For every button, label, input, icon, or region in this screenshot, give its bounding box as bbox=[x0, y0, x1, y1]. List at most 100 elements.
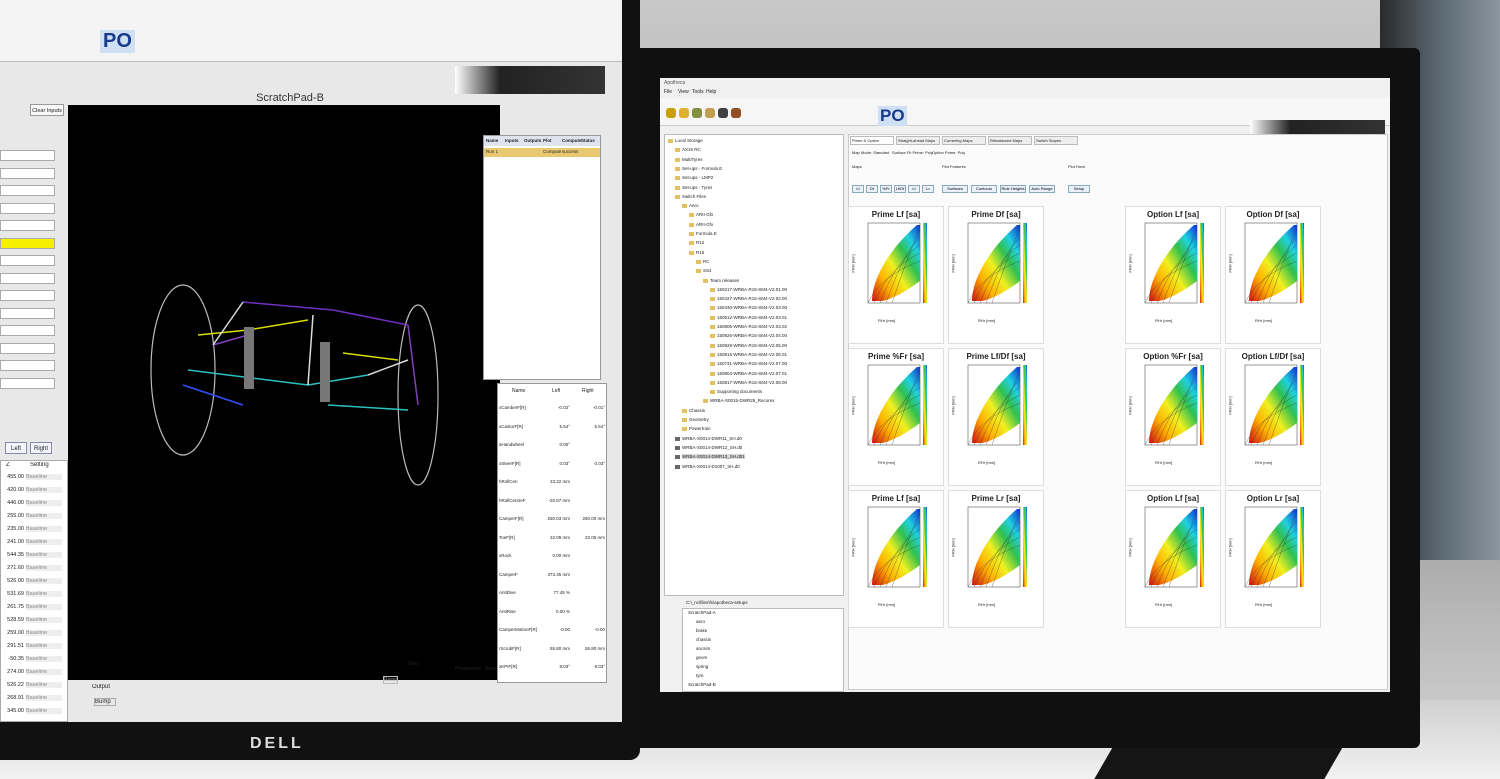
cell: Baseline bbox=[26, 669, 62, 675]
cell: AntiRise bbox=[499, 608, 516, 614]
tree-item: ARII-Gfx bbox=[696, 221, 714, 227]
cell: hRollCen bbox=[499, 479, 518, 484]
chart-title: Prime %Fr [sa] bbox=[867, 352, 925, 361]
contour-line bbox=[1156, 528, 1198, 588]
suspension-link bbox=[307, 374, 369, 386]
map-button: %Fr bbox=[880, 185, 892, 193]
suspension-link bbox=[212, 334, 249, 346]
chart-title: Prime Lf/Df [sa] bbox=[966, 352, 1026, 361]
feature-button: Contours bbox=[971, 185, 997, 193]
chart-title: Option Lf [sa] bbox=[1147, 210, 1199, 219]
clear-button: Clear Inputs bbox=[30, 104, 64, 116]
folder-icon bbox=[710, 390, 715, 395]
tree-item: Powertrain bbox=[689, 426, 711, 432]
contour-line bbox=[867, 402, 921, 446]
contour-line bbox=[891, 228, 921, 304]
contour-line bbox=[1150, 252, 1198, 304]
contour-line bbox=[967, 544, 1021, 588]
cell: Baseline bbox=[26, 578, 62, 584]
tab: Prime & Option bbox=[850, 136, 894, 145]
cell: Baseline bbox=[26, 630, 62, 636]
axes-checkbox: Axes bbox=[485, 666, 497, 672]
chart-title: Option Lr [sa] bbox=[1246, 494, 1300, 503]
contour-line bbox=[991, 370, 1021, 446]
view-label: View bbox=[408, 661, 419, 667]
cell: 241.00 bbox=[7, 539, 24, 545]
folder-icon bbox=[675, 445, 680, 450]
menu-item: Help bbox=[706, 89, 717, 95]
contour-line bbox=[991, 512, 1021, 588]
tool-icon bbox=[679, 108, 689, 118]
folder-icon bbox=[682, 418, 687, 422]
contour-line bbox=[979, 244, 1021, 304]
folder-icon bbox=[682, 204, 687, 209]
cell: 528.59 bbox=[7, 617, 24, 623]
cell: 255.00 bbox=[7, 513, 24, 519]
column-header: Name bbox=[486, 138, 499, 143]
contour-line bbox=[879, 386, 921, 446]
surface bbox=[1249, 509, 1297, 585]
contour-map bbox=[1244, 364, 1304, 446]
contour-line bbox=[985, 520, 1021, 588]
contour-map bbox=[1244, 506, 1304, 588]
cell: Baseline bbox=[26, 500, 62, 506]
cell: 373.45 mm bbox=[547, 571, 570, 577]
y-axis-label: FRH [mm] bbox=[1127, 254, 1133, 273]
contour-line bbox=[1162, 378, 1198, 446]
y-axis-label: FRH [mm] bbox=[950, 538, 956, 557]
feature-button: Ride Heights bbox=[1000, 185, 1026, 193]
y-axis-label: FRH [mm] bbox=[850, 396, 856, 415]
cell: 55.80 mm bbox=[584, 645, 605, 651]
column-header: Status bbox=[581, 138, 595, 143]
folder-icon bbox=[710, 362, 715, 367]
chart-title: Prime Df [sa] bbox=[971, 210, 1021, 219]
setup-item: geom bbox=[696, 655, 708, 660]
cell: 22.09 mm bbox=[549, 534, 570, 540]
input-field bbox=[0, 377, 55, 389]
suspension-link bbox=[342, 352, 399, 361]
cell: xSteerF[R] bbox=[499, 460, 521, 466]
contour-line bbox=[1162, 520, 1198, 588]
tool-icon bbox=[718, 108, 728, 118]
tree-item: Set-ups - LMP2 bbox=[682, 175, 714, 181]
chart-title: Prime Lr [sa] bbox=[971, 494, 1021, 503]
colorbar bbox=[923, 507, 927, 587]
folder-icon bbox=[682, 427, 687, 432]
folder-icon bbox=[710, 352, 715, 357]
tree-item: AX15 RC bbox=[682, 147, 701, 153]
cell: Baseline bbox=[26, 513, 62, 519]
tree-item: 150805-WRBA-R15-SM4-V2.03.02 bbox=[717, 324, 788, 329]
y-axis-label: FRH [mm] bbox=[1227, 538, 1233, 557]
cell: Baseline bbox=[26, 552, 62, 558]
surface bbox=[872, 367, 920, 443]
cell: 274.00 bbox=[7, 669, 24, 675]
column-header: Right bbox=[582, 388, 594, 394]
contour-line bbox=[1150, 394, 1198, 446]
contour-line bbox=[1244, 402, 1298, 446]
tree-item: 150928-WRBA-R15-SM4-V2.05.00 bbox=[717, 342, 788, 348]
suspension-link bbox=[367, 359, 409, 376]
cell: Baseline bbox=[26, 539, 62, 545]
setup-item: aero bbox=[696, 619, 706, 624]
surface bbox=[1249, 367, 1297, 443]
folder-icon bbox=[689, 222, 694, 227]
cell: 235.00 bbox=[7, 526, 24, 532]
cell: 261.75 bbox=[7, 604, 24, 610]
cell: 0.00 % bbox=[555, 608, 570, 614]
contour-map bbox=[967, 364, 1027, 446]
folder-icon bbox=[675, 148, 680, 153]
group-label: Maps bbox=[852, 164, 862, 169]
contour-line bbox=[1262, 236, 1298, 304]
cell: Baseline bbox=[26, 708, 62, 714]
column-header: Setting bbox=[30, 462, 49, 468]
runs-table bbox=[483, 135, 601, 380]
suspension-link bbox=[407, 324, 419, 406]
suspension-link bbox=[307, 314, 314, 386]
y-axis-label: FRH [mm] bbox=[950, 254, 956, 273]
tree-item: MultiTyres bbox=[682, 156, 703, 162]
cell: 55.80 mm bbox=[549, 645, 570, 651]
folder-icon bbox=[710, 325, 715, 329]
contour-line bbox=[1156, 244, 1198, 304]
cell: -0.00 bbox=[594, 627, 605, 632]
contour-map bbox=[967, 506, 1027, 588]
